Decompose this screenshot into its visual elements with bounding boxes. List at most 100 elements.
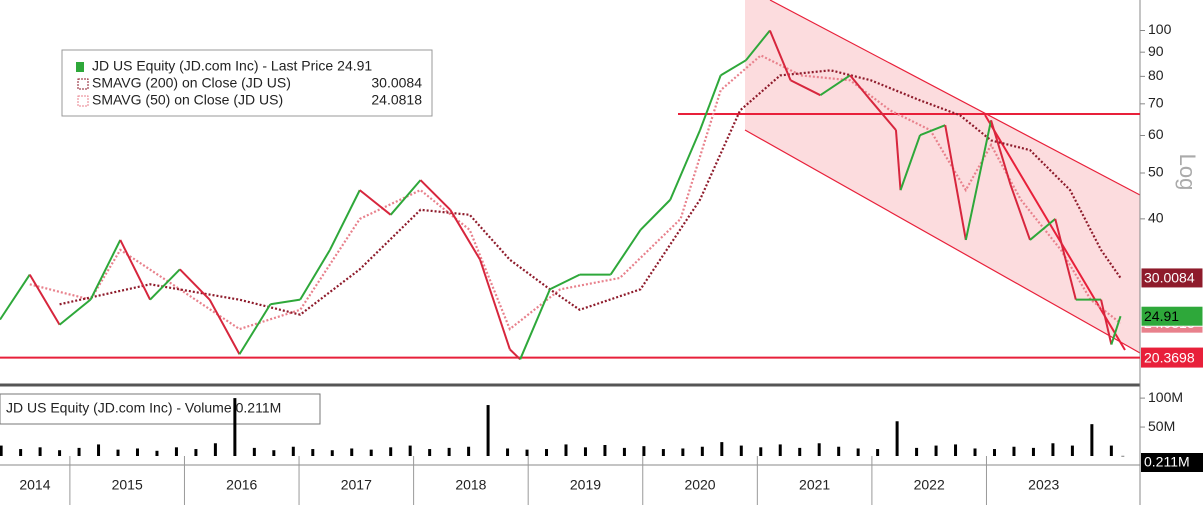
- price-segment: [964, 120, 993, 241]
- y-tick-label: 100M: [1148, 389, 1183, 405]
- price-segment: [609, 229, 642, 276]
- volume-bar: [622, 447, 626, 456]
- volume-bar: [252, 447, 256, 456]
- price-segment: [299, 249, 331, 301]
- volume-bar: [545, 449, 549, 456]
- volume-bar: [0, 445, 3, 456]
- legend-value: 30.0084: [371, 75, 422, 91]
- volume-bar: [1012, 446, 1016, 456]
- price-segment: [58, 298, 92, 326]
- x-tick-label: 2017: [341, 477, 372, 493]
- price-segment: [28, 274, 61, 326]
- volume-title: JD US Equity (JD.com Inc) - Volume: [6, 400, 232, 416]
- volume-bar: [194, 449, 198, 456]
- volume-bar: [798, 447, 802, 456]
- volume-bar: [915, 447, 919, 456]
- price-segment: [720, 59, 747, 77]
- volume-bar: [1121, 455, 1125, 457]
- last-value-label: 24.91: [1144, 308, 1179, 324]
- x-tick-label: 2015: [112, 477, 143, 493]
- price-segment: [179, 268, 211, 301]
- legend-value: 24.91: [337, 58, 372, 74]
- y-tick-label: 50M: [1148, 418, 1175, 434]
- price-segment: [208, 299, 241, 355]
- price-segment: [869, 99, 897, 131]
- price-segment: [699, 75, 722, 131]
- price-segment: [509, 348, 521, 361]
- y-tick-label: 50: [1148, 164, 1164, 180]
- y-tick-label: 60: [1148, 126, 1164, 142]
- volume-title-value: 0.211M: [236, 400, 282, 416]
- volume-bar: [77, 447, 81, 456]
- volume-bar: [272, 450, 276, 456]
- legend-label: SMAVG (200) on Close (JD US): [92, 75, 291, 91]
- volume-bar: [233, 398, 237, 456]
- volume-bar: [506, 448, 510, 456]
- price-segment: [1110, 315, 1122, 345]
- x-tick-label: 2022: [914, 477, 945, 493]
- price-segment: [479, 259, 511, 350]
- last-value-label: 0.211M: [1144, 454, 1190, 470]
- volume-bar: [291, 446, 295, 456]
- price-segment: [849, 74, 872, 101]
- volume-bar: [369, 449, 373, 456]
- price-segment: [119, 239, 151, 301]
- y-tick-label: 70: [1148, 95, 1164, 111]
- volume-bar: [954, 444, 958, 456]
- legend-label: JD US Equity (JD.com Inc) - Last Price: [92, 58, 333, 74]
- volume-bar: [720, 442, 724, 456]
- price-segment: [449, 209, 481, 261]
- x-tick-label: 2018: [455, 477, 486, 493]
- x-tick-label: 2021: [799, 477, 830, 493]
- volume-bar: [1031, 447, 1035, 456]
- volume-bar: [330, 450, 334, 456]
- price-segment: [819, 74, 851, 97]
- price-segment: [745, 29, 771, 61]
- volume-bar: [837, 446, 841, 456]
- volume-bar: [817, 443, 821, 456]
- volume-bar: [642, 446, 646, 456]
- legend-label: SMAVG (50) on Close (JD US): [92, 92, 283, 108]
- volume-bar: [486, 405, 490, 456]
- volume-bar: [856, 448, 860, 456]
- volume-bar: [681, 448, 685, 456]
- volume-bar: [97, 444, 101, 456]
- volume-bar: [1090, 424, 1094, 456]
- volume-bar: [876, 449, 880, 456]
- last-value-label: 30.0084: [1144, 270, 1195, 286]
- channel-bottom: [744, 129, 1141, 354]
- price-segment: [419, 179, 451, 211]
- volume-bar: [564, 444, 568, 456]
- volume-legend: [0, 393, 321, 425]
- price-segment: [89, 239, 122, 301]
- x-tick-label: 2023: [1028, 477, 1059, 493]
- volume-bar: [19, 449, 23, 456]
- y-tick-label: 40: [1148, 210, 1164, 226]
- volume-bar: [759, 447, 763, 456]
- last-value-box: [1141, 453, 1203, 472]
- y-axis-label: Log: [1175, 154, 1200, 191]
- volume-bar: [525, 449, 529, 456]
- volume-bar: [174, 447, 178, 456]
- volume-bar: [1051, 443, 1055, 456]
- volume-bar: [58, 450, 62, 456]
- price-segment: [919, 124, 946, 137]
- price-segment: [944, 124, 967, 241]
- volume-bar: [116, 449, 120, 456]
- price-segment: [669, 129, 701, 201]
- price-segment: [894, 130, 902, 191]
- volume-bar: [447, 447, 451, 456]
- x-tick-label: 2019: [570, 477, 601, 493]
- volume-bar: [739, 445, 743, 456]
- price-segment: [1054, 218, 1077, 300]
- volume-bar: [467, 446, 471, 456]
- h-line-label-box: [1141, 347, 1203, 368]
- volume-bar: [135, 448, 139, 456]
- price-segment: [990, 120, 1012, 186]
- price-segment: [790, 79, 821, 97]
- price-segment: [329, 189, 361, 251]
- price-segment: [1009, 184, 1031, 241]
- volume-bar: [1109, 445, 1113, 456]
- price-segment: [639, 199, 671, 231]
- volume-bar: [155, 450, 159, 456]
